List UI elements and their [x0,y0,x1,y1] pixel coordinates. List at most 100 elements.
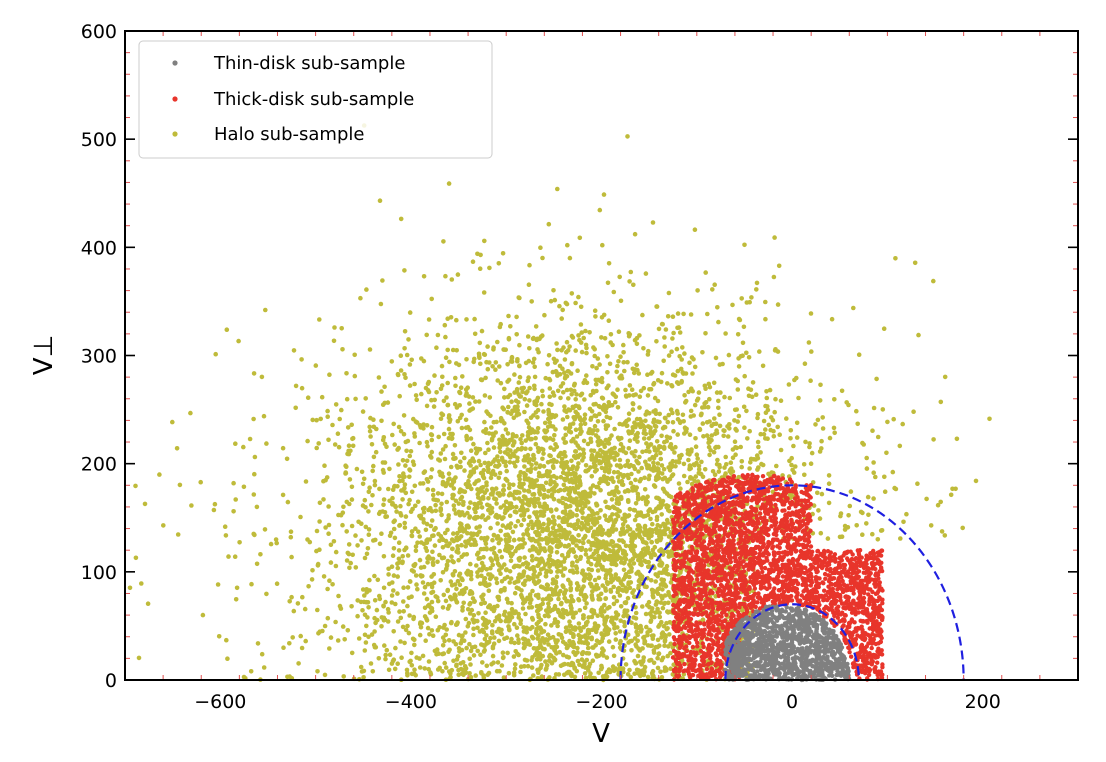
halo-point [433,502,438,508]
halo-point [648,516,653,522]
halo-point [532,374,538,380]
halo-point [509,399,514,405]
halo-point [376,375,382,380]
halo-point [646,536,652,541]
halo-point [739,464,744,470]
halo-point [641,436,647,441]
halo-point [622,512,627,518]
halo-point [456,501,462,506]
halo-point [661,601,667,606]
halo-point [314,445,320,451]
halo-point [533,324,539,329]
halo-point [725,434,731,439]
halo-point [738,444,743,450]
halo-point [223,533,229,538]
halo-point [854,408,859,414]
halo-point [826,481,832,487]
halo-point [605,370,610,375]
halo-point [360,587,366,592]
halo-point [629,648,634,653]
halo-point [496,638,502,644]
halo-point [451,531,456,536]
halo-point [649,643,654,648]
halo-point [549,402,554,408]
halo-point [543,375,548,381]
halo-point [610,512,615,517]
halo-point [942,533,948,538]
halo-point [717,462,722,468]
halo-point [433,508,439,514]
halo-point [450,558,455,564]
halo-point [502,636,507,641]
halo-point [504,442,510,447]
halo-point [615,577,621,582]
halo-point [523,578,528,584]
halo-point [559,635,565,640]
halo-point [391,588,396,593]
halo-point [593,586,598,592]
halo-point [364,287,369,292]
halo-point [832,397,837,402]
halo-point [491,533,497,538]
halo-point [860,532,865,537]
halo-point [299,645,305,651]
halo-point [844,400,849,405]
halo-point [627,332,633,337]
halo-point [403,545,409,550]
halo-point [493,514,498,519]
halo-point [671,428,676,434]
halo-point [502,586,507,591]
halo-point [551,465,556,471]
halo-point [527,575,533,581]
halo-point [602,466,608,472]
halo-point [349,484,355,490]
halo-point [506,624,511,629]
halo-point [333,549,339,555]
halo-point [466,505,472,511]
halo-point [587,661,593,667]
halo-point [562,404,567,409]
halo-point [657,411,662,417]
halo-point [652,589,657,594]
halo-point [523,560,529,565]
halo-point [661,623,667,629]
halo-point [470,617,476,622]
halo-point [608,589,614,594]
halo-point [603,461,609,467]
halo-point [664,517,670,523]
halo-point [511,670,517,675]
halo-point [430,533,435,539]
halo-point [398,639,403,644]
halo-point [679,357,684,362]
halo-point [325,408,330,414]
halo-point [546,557,552,562]
halo-point [536,521,542,527]
halo-point [520,606,526,611]
halo-point [618,604,624,609]
halo-point [614,484,619,490]
halo-point [566,655,572,660]
halo-point [490,622,495,628]
halo-point [424,423,430,428]
halo-point [541,521,546,527]
halo-point [446,477,451,483]
halo-point [440,605,446,610]
halo-point [508,576,514,581]
halo-point [317,519,322,524]
halo-point [601,653,606,658]
halo-point [649,540,654,545]
halo-point [452,443,458,448]
halo-point [562,357,568,362]
halo-point [662,665,668,670]
halo-point [587,330,592,335]
halo-point [636,371,642,376]
halo-point [552,620,557,625]
halo-point [440,474,446,479]
halo-point [381,554,387,559]
halo-point [624,587,629,593]
halo-point [550,437,556,443]
halo-point [607,669,613,675]
halo-point [555,607,561,613]
halo-point [655,505,660,511]
halo-point [315,669,320,674]
